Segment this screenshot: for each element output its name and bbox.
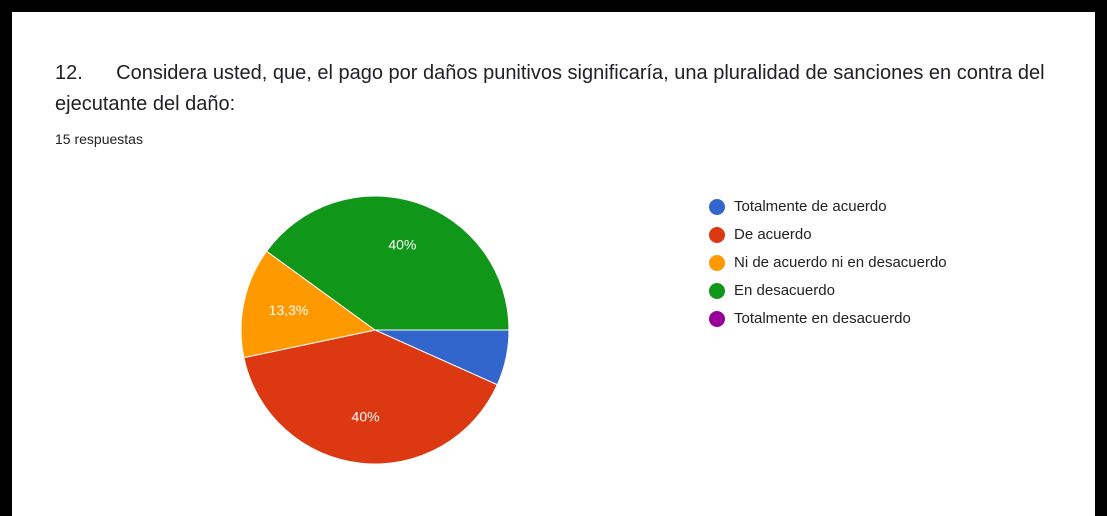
- question-title: 12. Considera usted, que, el pago por da…: [55, 62, 1051, 115]
- data-label: 40%: [388, 237, 416, 253]
- data-label: 40%: [352, 409, 380, 425]
- pie-slice: [240, 250, 377, 359]
- legend-swatch: [709, 255, 725, 271]
- legend-label: En desacuerdo: [734, 282, 835, 299]
- legend-swatch: [709, 311, 725, 327]
- legend-label: Totalmente de acuerdo: [734, 198, 887, 215]
- legend-label: Ni de acuerdo ni en desacuerdo: [734, 254, 947, 271]
- chart: 40% 13,3% 40% Totalmente de acuerdo De acuer…: [240, 195, 947, 465]
- legend-swatch: [709, 227, 725, 243]
- response-count: 15 respuestas: [55, 131, 143, 147]
- data-label: 13,3%: [269, 302, 309, 318]
- legend-label: De acuerdo: [734, 226, 812, 243]
- legend-label: Totalmente en desacuerdo: [734, 310, 911, 327]
- pie-slice: [243, 329, 498, 465]
- legend-swatch: [709, 199, 725, 215]
- legend-swatch: [709, 283, 725, 299]
- pie-slice: [265, 195, 510, 331]
